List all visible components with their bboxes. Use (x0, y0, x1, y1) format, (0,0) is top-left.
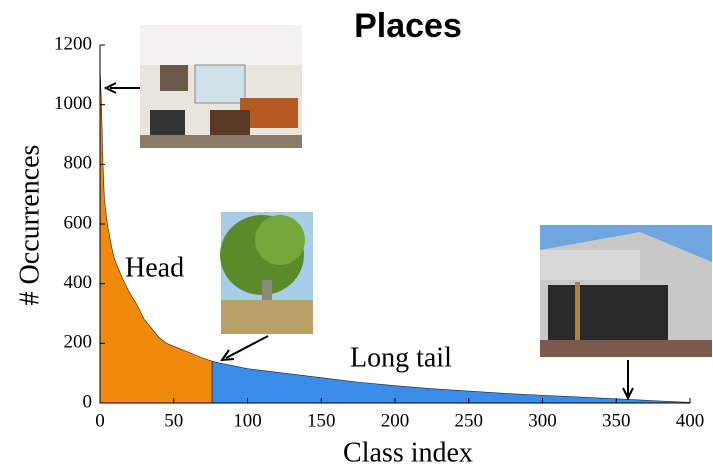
x-tick-label: 300 (528, 410, 557, 431)
area (211, 360, 691, 404)
overlay (103, 25, 712, 401)
y-tick-label: 200 (64, 332, 93, 353)
y-tick-label: 400 (64, 272, 93, 293)
area (99, 65, 213, 404)
x-tick-label: 400 (676, 410, 705, 431)
y-tick-label: 1200 (54, 33, 92, 54)
y-tick-label: 600 (64, 212, 93, 233)
chart-title: Places (354, 7, 462, 45)
x-tick-label: 150 (307, 410, 336, 431)
photo-library (540, 225, 712, 357)
x-tick-label: 0 (95, 410, 105, 431)
x-tick-label: 100 (233, 410, 262, 431)
x-tick-label: 250 (455, 410, 484, 431)
series-label: Head (125, 252, 184, 283)
y-tick-label: 1000 (54, 93, 92, 114)
arrows (103, 82, 634, 401)
x-tick-label: 50 (164, 410, 183, 431)
x-tick-label: 200 (381, 410, 410, 431)
plot: Head Long tail 0 200 400 600 800 1000 1200 0 50 100… (54, 33, 704, 431)
y-axis-label: # Occurrences (14, 145, 45, 306)
x-tick-label: 350 (602, 410, 631, 431)
x-axis-label: Class index (343, 437, 473, 468)
y-tick-label: 800 (64, 153, 93, 174)
series-label: Long tail (350, 342, 452, 373)
y-tick-label: 0 (83, 391, 93, 412)
photo-tree (220, 212, 313, 334)
photo-living-room (140, 25, 302, 148)
